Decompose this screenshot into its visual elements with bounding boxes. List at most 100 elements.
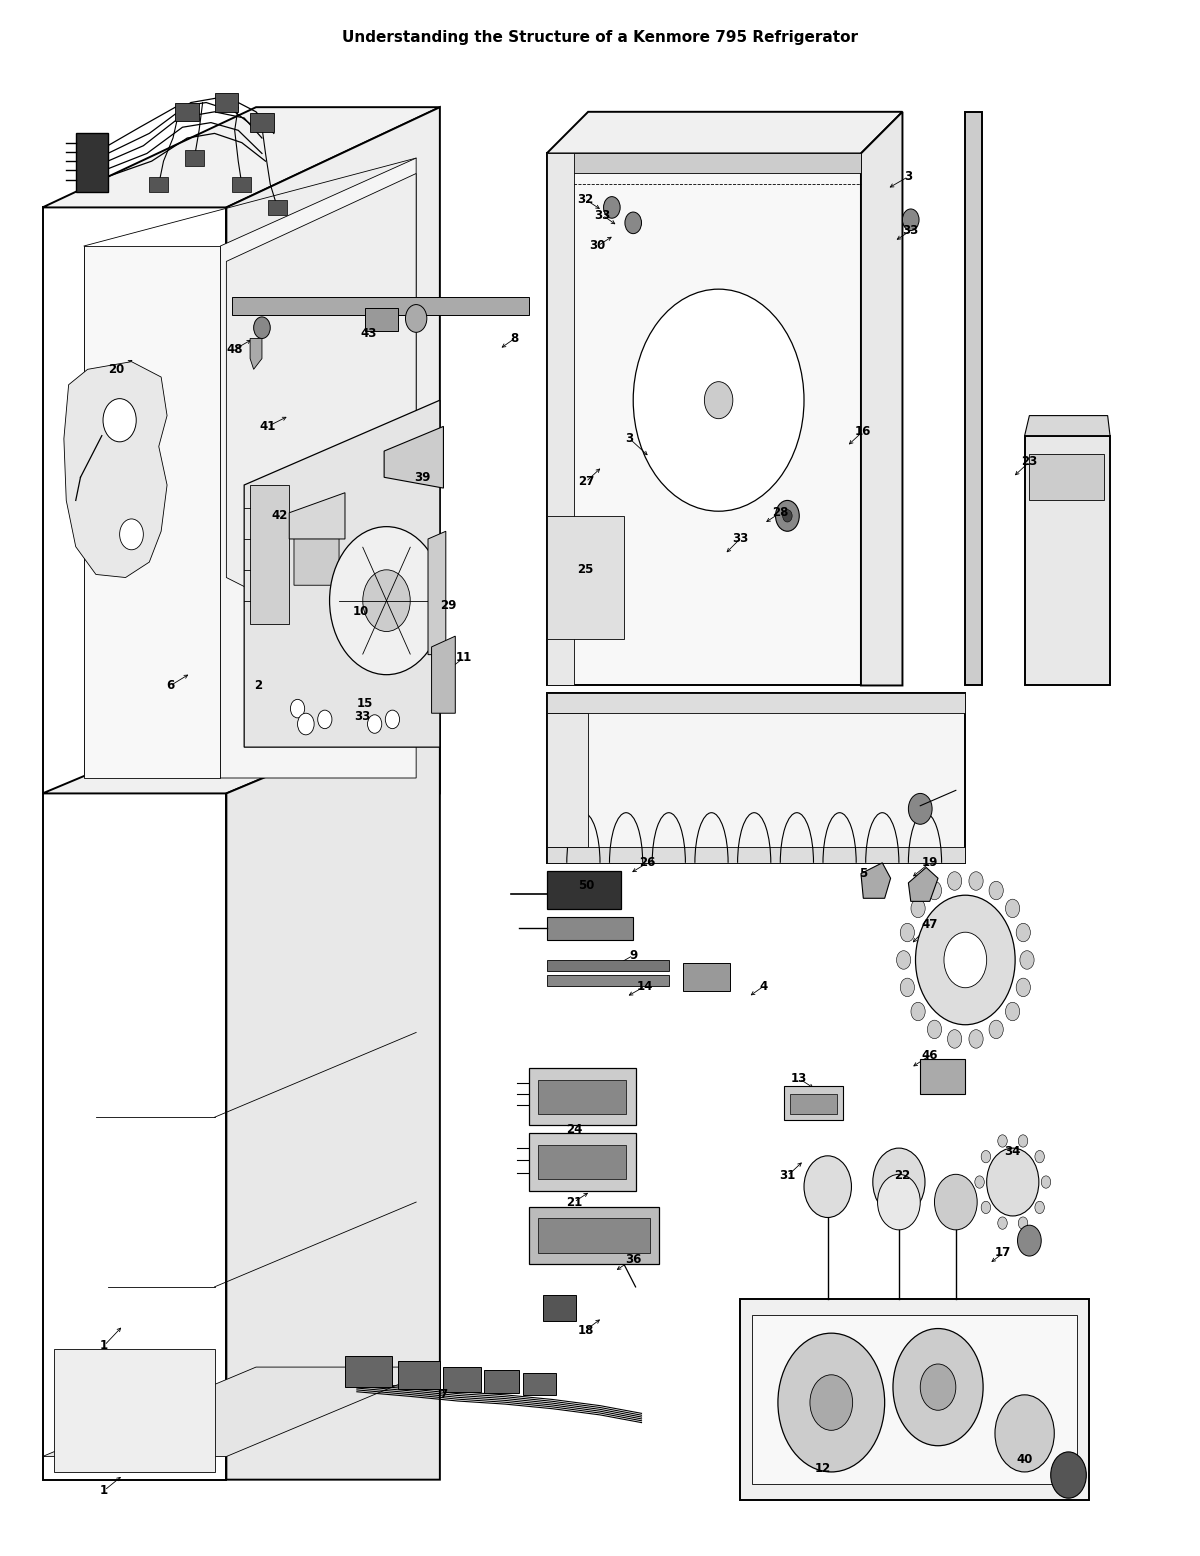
- Circle shape: [704, 381, 733, 419]
- Text: 43: 43: [360, 327, 377, 341]
- Text: Understanding the Structure of a Kenmore 795 Refrigerator: Understanding the Structure of a Kenmore…: [342, 30, 858, 45]
- Text: 42: 42: [271, 509, 288, 523]
- Polygon shape: [42, 794, 227, 1480]
- Polygon shape: [244, 400, 440, 747]
- Text: 33: 33: [902, 224, 919, 237]
- Text: 17: 17: [995, 1246, 1012, 1259]
- Polygon shape: [185, 151, 204, 166]
- Polygon shape: [547, 960, 668, 971]
- Polygon shape: [752, 1315, 1076, 1484]
- Text: 22: 22: [894, 1170, 911, 1183]
- Circle shape: [318, 710, 332, 728]
- Circle shape: [916, 895, 1015, 1025]
- Circle shape: [103, 398, 137, 442]
- Circle shape: [968, 1030, 983, 1049]
- Circle shape: [911, 899, 925, 918]
- Polygon shape: [227, 107, 440, 794]
- Polygon shape: [1025, 415, 1110, 436]
- Circle shape: [1051, 1452, 1086, 1498]
- Polygon shape: [233, 297, 529, 316]
- Polygon shape: [76, 134, 108, 191]
- Polygon shape: [54, 1349, 215, 1472]
- Circle shape: [911, 1002, 925, 1021]
- Text: 41: 41: [259, 420, 276, 433]
- Polygon shape: [539, 1080, 626, 1114]
- Text: 6: 6: [167, 678, 175, 692]
- Circle shape: [625, 212, 642, 233]
- Circle shape: [935, 1175, 977, 1229]
- Polygon shape: [64, 361, 167, 577]
- Circle shape: [948, 1030, 961, 1049]
- Circle shape: [782, 510, 792, 521]
- Text: 11: 11: [456, 652, 472, 664]
- Polygon shape: [215, 93, 239, 112]
- Circle shape: [989, 881, 1003, 899]
- Polygon shape: [547, 692, 965, 713]
- Text: 31: 31: [779, 1170, 796, 1183]
- Circle shape: [330, 526, 444, 675]
- Text: 40: 40: [1016, 1453, 1033, 1466]
- Circle shape: [893, 1329, 983, 1446]
- Polygon shape: [227, 703, 440, 1480]
- Circle shape: [968, 871, 983, 890]
- Circle shape: [1042, 1176, 1051, 1189]
- Circle shape: [1019, 1134, 1027, 1147]
- Circle shape: [989, 1021, 1003, 1039]
- Polygon shape: [432, 636, 455, 713]
- Circle shape: [778, 1333, 884, 1472]
- Polygon shape: [529, 1067, 636, 1125]
- Text: 28: 28: [772, 506, 788, 520]
- Circle shape: [986, 1148, 1039, 1215]
- Text: 1: 1: [100, 1484, 108, 1497]
- Polygon shape: [149, 176, 168, 191]
- Polygon shape: [227, 173, 416, 632]
- Circle shape: [362, 569, 410, 632]
- Polygon shape: [544, 1295, 576, 1321]
- Polygon shape: [790, 1094, 838, 1114]
- Circle shape: [1006, 899, 1020, 918]
- Text: 13: 13: [791, 1072, 808, 1085]
- Polygon shape: [547, 517, 624, 640]
- Polygon shape: [547, 713, 588, 848]
- Text: 9: 9: [629, 949, 637, 962]
- Polygon shape: [547, 154, 860, 173]
- Text: 25: 25: [577, 563, 594, 576]
- Polygon shape: [42, 1368, 440, 1456]
- Polygon shape: [547, 112, 902, 154]
- Text: 29: 29: [440, 599, 456, 612]
- Polygon shape: [221, 159, 416, 778]
- Text: 27: 27: [577, 476, 594, 489]
- Text: 3: 3: [625, 433, 634, 445]
- Polygon shape: [233, 176, 251, 191]
- Text: 5: 5: [859, 867, 868, 881]
- Circle shape: [920, 1365, 956, 1410]
- Bar: [484, 1371, 520, 1393]
- Polygon shape: [42, 207, 227, 794]
- Circle shape: [367, 714, 382, 733]
- Polygon shape: [860, 112, 902, 686]
- Text: 7: 7: [439, 1388, 448, 1402]
- Circle shape: [902, 209, 919, 230]
- Circle shape: [908, 794, 932, 825]
- Text: 48: 48: [227, 342, 242, 356]
- Polygon shape: [965, 112, 982, 686]
- Polygon shape: [547, 976, 668, 987]
- Polygon shape: [547, 154, 860, 686]
- Circle shape: [982, 1150, 991, 1162]
- Circle shape: [1016, 923, 1031, 941]
- Circle shape: [634, 289, 804, 512]
- Circle shape: [900, 979, 914, 997]
- Polygon shape: [860, 864, 890, 898]
- Polygon shape: [547, 692, 965, 864]
- Polygon shape: [529, 1133, 636, 1192]
- Text: 15: 15: [356, 697, 373, 711]
- Text: 3: 3: [905, 170, 912, 184]
- Polygon shape: [250, 339, 262, 369]
- Circle shape: [997, 1217, 1007, 1229]
- Circle shape: [804, 1156, 852, 1217]
- Polygon shape: [547, 870, 622, 909]
- Polygon shape: [547, 916, 634, 940]
- Text: 50: 50: [577, 879, 594, 893]
- Text: 47: 47: [922, 918, 938, 930]
- Circle shape: [1034, 1201, 1044, 1214]
